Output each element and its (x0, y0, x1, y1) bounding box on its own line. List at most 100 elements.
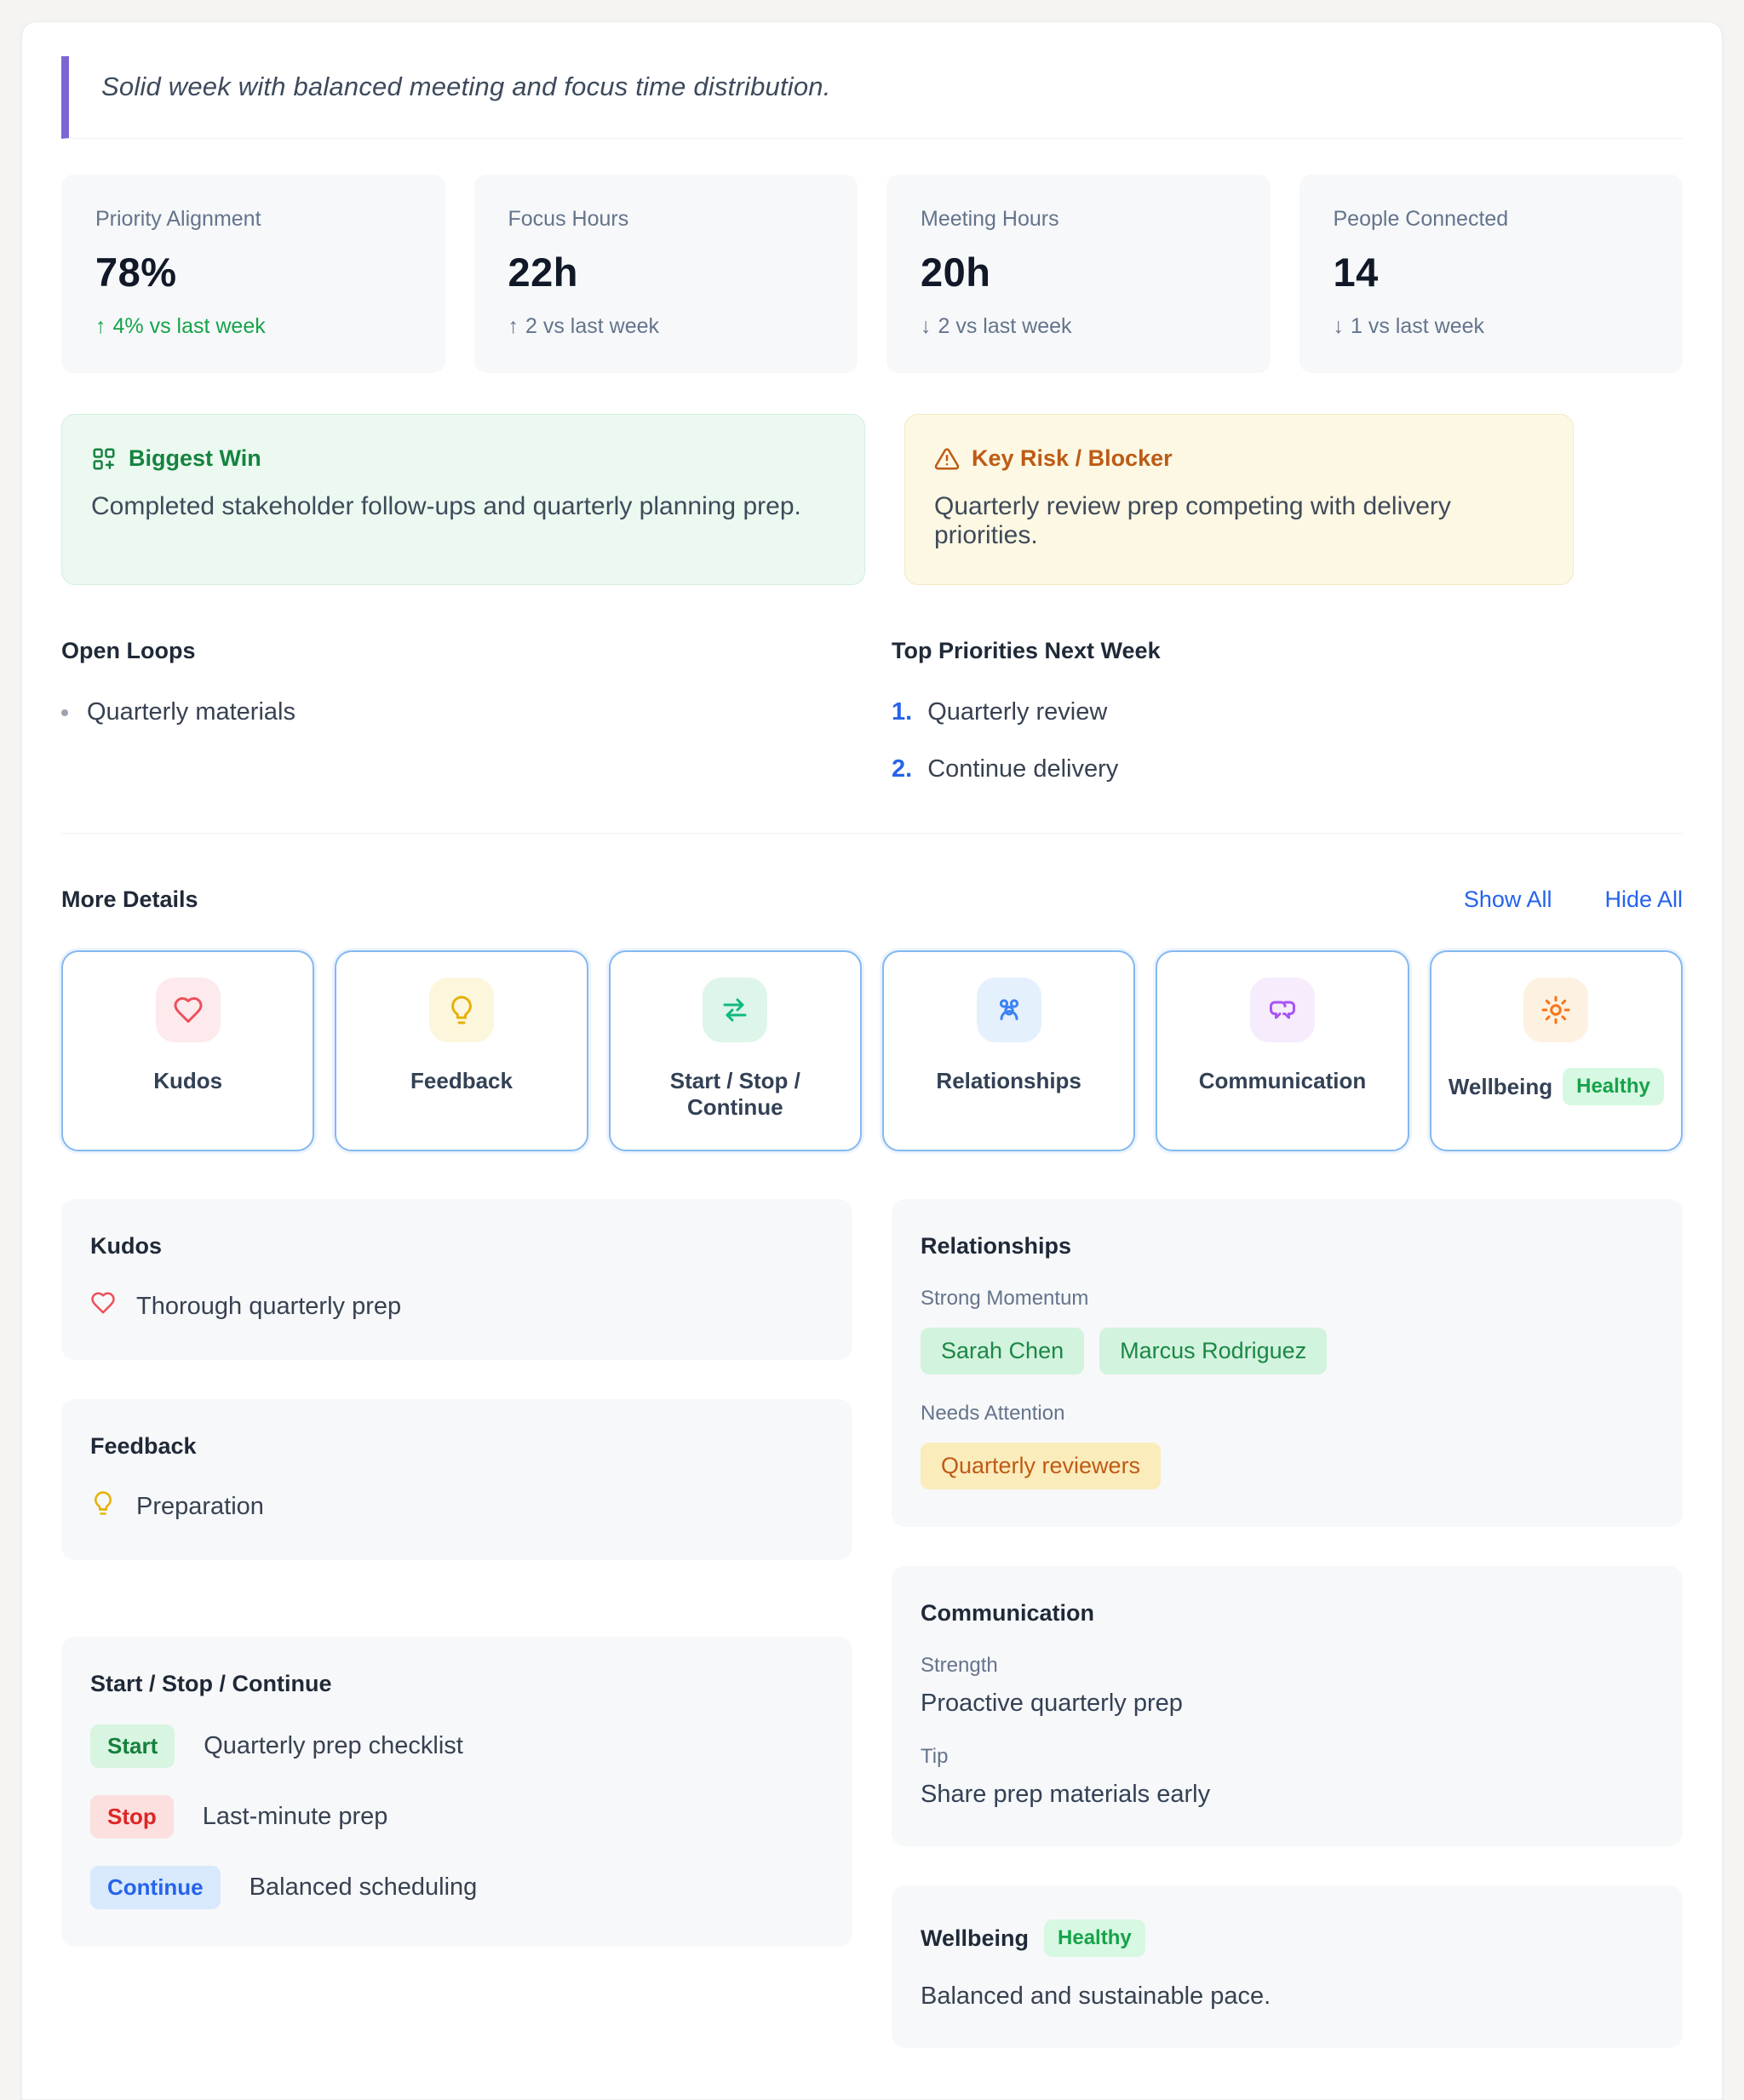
priority-text: Continue delivery (927, 755, 1119, 783)
list-item: 1. Quarterly review (892, 698, 1683, 726)
stat-label: Focus Hours (508, 207, 629, 231)
stat-delta-text: 1 vs last week (1351, 314, 1485, 338)
up-arrow-icon: ↑ (95, 314, 106, 338)
strength-value: Proactive quarterly prep (921, 1690, 1183, 1717)
start-badge: Start (90, 1724, 175, 1768)
strong-momentum-pills: Sarah Chen Marcus Rodriguez (921, 1328, 1654, 1374)
top-priorities-title: Top Priorities Next Week (892, 638, 1161, 663)
open-loop-text: Quarterly materials (87, 698, 295, 726)
stat-label: People Connected (1333, 207, 1509, 231)
open-loops-section: Open Loops Quarterly materials (61, 638, 852, 783)
detail-card-label: Start / Stop / Continue (622, 1068, 848, 1121)
feedback-panel: Feedback Preparation (61, 1399, 852, 1560)
key-risk-title: Key Risk / Blocker (972, 445, 1173, 471)
stat-card-people-connected: People Connected 14 ↓ 1 vs last week (1299, 175, 1683, 373)
stat-delta-text: 2 vs last week (525, 314, 660, 338)
feedback-panel-title: Feedback (90, 1433, 197, 1459)
more-details-header: More Details Show All Hide All (61, 886, 1683, 913)
up-arrow-icon: ↑ (508, 314, 519, 338)
priority-text: Quarterly review (927, 698, 1108, 726)
list-item: 2. Continue delivery (892, 755, 1683, 783)
show-all-link[interactable]: Show All (1463, 886, 1552, 912)
hide-all-link[interactable]: Hide All (1604, 886, 1683, 912)
down-arrow-icon: ↓ (921, 314, 932, 338)
tip-label: Tip (921, 1745, 949, 1768)
person-pill: Quarterly reviewers (921, 1443, 1162, 1489)
key-risk-text: Quarterly review prep competing with del… (934, 492, 1451, 549)
kudos-item: Thorough quarterly prep (90, 1290, 823, 1323)
wellbeing-title-row: Wellbeing Healthy (921, 1919, 1654, 1957)
stat-value: 14 (1333, 250, 1379, 295)
detail-card-label: Wellbeing Healthy (1449, 1068, 1664, 1105)
ssc-text: Last-minute prep (202, 1803, 388, 1830)
detail-card-relationships[interactable]: Relationships (882, 950, 1136, 1151)
summary-quote: Solid week with balanced meeting and foc… (101, 72, 831, 101)
detail-card-start-stop-continue[interactable]: Start / Stop / Continue (608, 950, 862, 1151)
stat-card-meeting-hours: Meeting Hours 20h ↓ 2 vs last week (886, 175, 1271, 373)
relationships-panel-title: Relationships (921, 1233, 1072, 1259)
warning-triangle-icon (934, 446, 960, 472)
sun-icon (1523, 978, 1589, 1042)
priority-number: 1. (892, 698, 913, 726)
stat-delta: ↑ 2 vs last week (508, 314, 824, 339)
tip-value: Share prep materials early (921, 1781, 1211, 1808)
detail-card-label: Kudos (153, 1068, 222, 1094)
healthy-status-badge: Healthy (1563, 1068, 1664, 1105)
biggest-win-text: Completed stakeholder follow-ups and qua… (91, 492, 801, 520)
card-label-text: Kudos (153, 1068, 223, 1093)
details-left-column: Kudos Thorough quarterly prep Feedback (61, 1199, 852, 1947)
squares-plus-icon (91, 446, 117, 472)
feedback-item: Preparation (90, 1490, 823, 1523)
ssc-row-stop: Stop Last-minute prep (90, 1795, 823, 1839)
stat-delta-text: 4% vs last week (112, 314, 266, 338)
open-loops-list: Quarterly materials (61, 698, 852, 726)
details-grid: Kudos Thorough quarterly prep Feedback (61, 1199, 1683, 2048)
stat-delta-text: 2 vs last week (938, 314, 1072, 338)
summary-quote-block: Solid week with balanced meeting and foc… (61, 56, 1683, 139)
person-pill: Marcus Rodriguez (1099, 1328, 1328, 1374)
down-arrow-icon: ↓ (1333, 314, 1345, 338)
loops-priorities-row: Open Loops Quarterly materials Top Prior… (61, 638, 1683, 783)
lightbulb-icon (428, 978, 494, 1042)
stat-value: 22h (508, 250, 578, 295)
section-divider (61, 833, 1683, 834)
more-details-title: More Details (61, 886, 198, 912)
stat-delta: ↓ 1 vs last week (1334, 314, 1649, 339)
wellbeing-text: Balanced and sustainable pace. (921, 1982, 1271, 2010)
kudos-panel: Kudos Thorough quarterly prep (61, 1199, 852, 1360)
stat-card-focus-hours: Focus Hours 22h ↑ 2 vs last week (473, 175, 858, 373)
people-icon (976, 978, 1041, 1042)
stat-value: 78% (95, 250, 177, 295)
card-label-text: Wellbeing (1448, 1073, 1553, 1099)
biggest-win-callout: Biggest Win Completed stakeholder follow… (61, 414, 865, 585)
detail-card-communication[interactable]: Communication (1156, 950, 1409, 1151)
detail-card-feedback[interactable]: Feedback (335, 950, 588, 1151)
wellbeing-panel-title: Wellbeing (921, 1925, 1030, 1951)
kudos-panel-title: Kudos (90, 1233, 162, 1259)
detail-card-label: Communication (1199, 1068, 1366, 1094)
lightbulb-icon (90, 1490, 116, 1523)
detail-card-wellbeing[interactable]: Wellbeing Healthy (1429, 950, 1683, 1151)
card-label-text: Relationships (936, 1068, 1081, 1093)
needs-attention-label: Needs Attention (921, 1402, 1065, 1425)
stat-delta: ↓ 2 vs last week (921, 314, 1236, 339)
detail-card-kudos[interactable]: Kudos (61, 950, 315, 1151)
continue-badge: Continue (90, 1866, 221, 1909)
wellbeing-panel: Wellbeing Healthy Balanced and sustainab… (892, 1885, 1683, 2048)
swap-arrows-icon (703, 978, 768, 1042)
detail-card-label: Relationships (936, 1068, 1081, 1094)
strength-label: Strength (921, 1654, 998, 1677)
biggest-win-title-row: Biggest Win (91, 445, 835, 472)
open-loops-title: Open Loops (61, 638, 196, 663)
top-priorities-section: Top Priorities Next Week 1. Quarterly re… (892, 638, 1683, 783)
ssc-text: Balanced scheduling (249, 1873, 478, 1901)
callouts-row: Biggest Win Completed stakeholder follow… (61, 414, 1683, 585)
stat-label: Meeting Hours (921, 207, 1059, 231)
stat-value: 20h (921, 250, 991, 295)
ssc-text: Quarterly prep checklist (204, 1732, 463, 1759)
details-right-column: Relationships Strong Momentum Sarah Chen… (892, 1199, 1683, 2048)
card-label-text: Communication (1198, 1068, 1367, 1093)
biggest-win-title: Biggest Win (129, 445, 261, 471)
ssc-row-start: Start Quarterly prep checklist (90, 1724, 823, 1768)
stat-delta: ↑ 4% vs last week (95, 314, 411, 339)
